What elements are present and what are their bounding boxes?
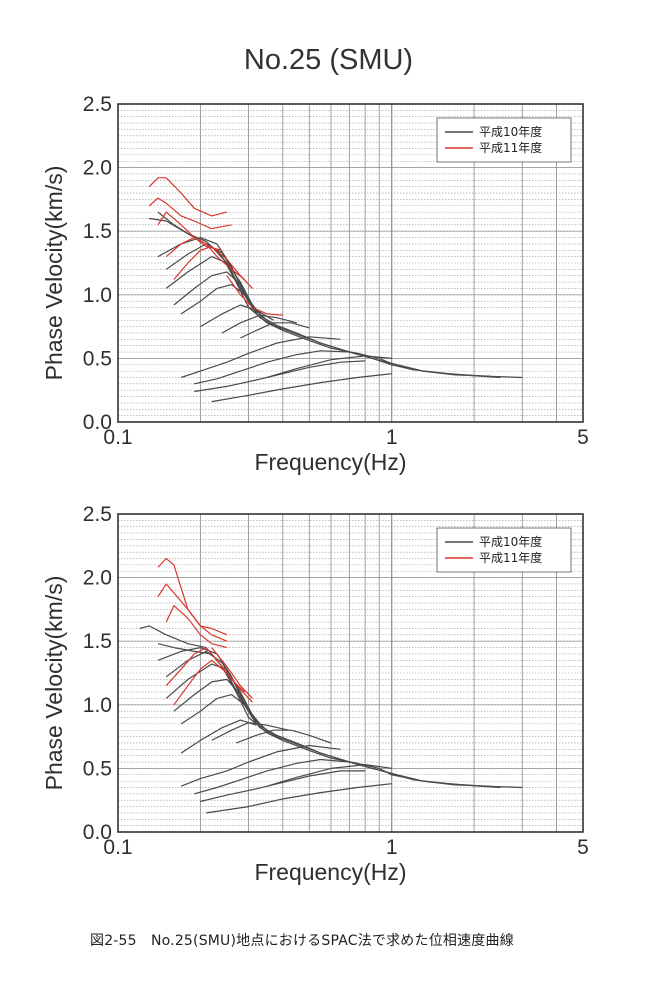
series-curve (180, 719, 257, 754)
x-tick-label: 1 (386, 836, 398, 859)
series-curve (148, 177, 228, 217)
series-curve (173, 678, 268, 731)
figure-caption: 図2-55 No.25(SMU)地点におけるSPAC法で求めた位相速度曲線 (90, 933, 514, 949)
x-tick-label: 5 (577, 426, 589, 449)
y-tick-label: 2.5 (83, 93, 112, 116)
series-curve (180, 744, 341, 787)
legend-box (436, 117, 572, 163)
x-axis-title: Frequency(Hz) (254, 859, 406, 885)
y-tick-label: 0.0 (83, 411, 112, 434)
legend-box (436, 527, 572, 573)
y-tick-label: 1.0 (83, 694, 112, 717)
x-tick-label: 0.1 (103, 836, 132, 859)
legend-label: 平成11年度 (479, 550, 542, 565)
series-2 (148, 177, 283, 316)
series-curve (194, 758, 350, 795)
series-curve (226, 275, 283, 316)
series-curve (157, 583, 228, 642)
series-curve (240, 322, 310, 339)
series-curve (173, 659, 253, 706)
series-2 (157, 557, 253, 706)
series-curve (266, 355, 392, 379)
y-tick-label: 0.5 (83, 347, 112, 370)
series-curve (200, 304, 274, 328)
series-curve (165, 256, 254, 306)
y-tick-label: 1.5 (83, 630, 112, 653)
x-axis-title: Frequency(Hz) (254, 449, 406, 475)
series-curve (148, 197, 232, 230)
legend-label: 平成10年度 (479, 534, 542, 549)
plot-frame (117, 513, 584, 833)
series-curve (180, 336, 341, 379)
series-curve (157, 557, 228, 636)
x-tick-label: 5 (577, 836, 589, 859)
y-tick-label: 2.0 (83, 157, 112, 180)
series-curve (211, 647, 253, 699)
legend-label: 平成11年度 (479, 140, 542, 155)
series-curve (194, 350, 350, 385)
y-axis-title: Phase Velocity(km/s) (41, 166, 67, 381)
series-curve (173, 245, 253, 289)
y-tick-label: 0.0 (83, 821, 112, 844)
series-curve (194, 360, 366, 393)
series-curve (180, 694, 261, 725)
y-tick-label: 1.5 (83, 220, 112, 243)
series-curve (206, 783, 392, 814)
y-tick-label: 2.5 (83, 503, 112, 526)
x-tick-label: 1 (386, 426, 398, 449)
y-tick-label: 0.5 (83, 757, 112, 780)
series-curve (221, 314, 297, 334)
series-curve (139, 625, 501, 789)
chart-top: 0.0 0.5 1.0 1.5 2.0 2.5 0.1 1 5 Frequency(Hz) Phas… (41, 93, 589, 475)
series-curve (235, 729, 332, 744)
series-curve (165, 604, 228, 649)
series-curve (165, 237, 245, 280)
series-curve (211, 722, 289, 741)
x-tick-label: 0.1 (103, 426, 132, 449)
plot-frame (117, 103, 584, 423)
series-curve (211, 373, 392, 403)
page-title: No.25 (SMU) (243, 44, 414, 76)
series-curve (180, 284, 261, 315)
y-tick-label: 2.0 (83, 567, 112, 590)
legend-label: 平成10年度 (479, 124, 542, 139)
chart-bottom: 0.0 0.5 1.0 1.5 2.0 2.5 0.1 1 5 Frequency(Hz) Phas… (41, 503, 589, 885)
series-curve (266, 764, 392, 787)
series-curve (200, 770, 366, 803)
y-tick-label: 1.0 (83, 284, 112, 307)
y-axis-title: Phase Velocity(km/s) (41, 576, 67, 791)
series-curve (157, 237, 491, 377)
